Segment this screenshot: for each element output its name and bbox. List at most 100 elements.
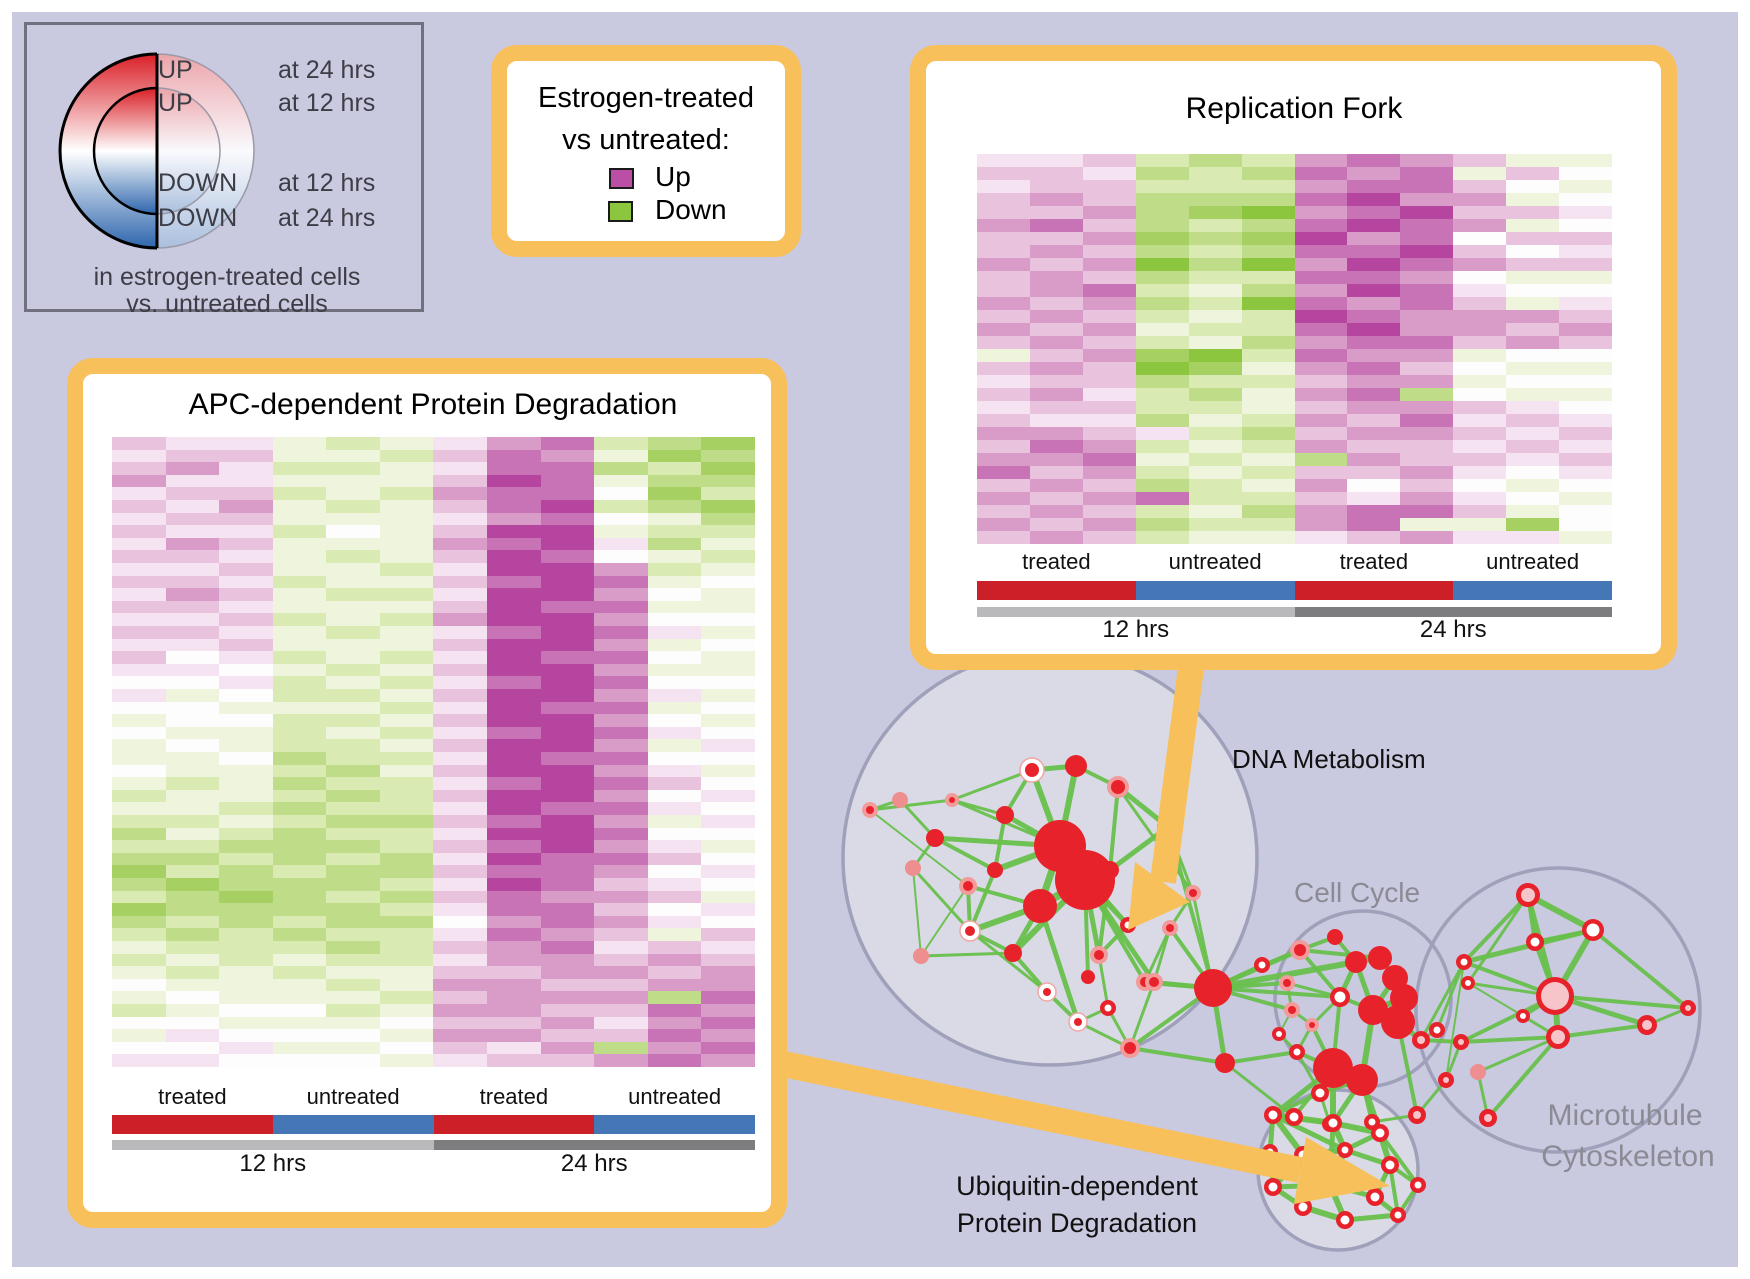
heatmap-cell [540, 1029, 595, 1042]
heatmap-cell [1294, 193, 1348, 206]
heatmap-cell [1453, 284, 1507, 297]
gene-node-rp [1408, 1106, 1426, 1124]
heatmap-cell [326, 852, 380, 866]
heatmap-cell [977, 180, 1030, 193]
heatmap-cell [977, 193, 1030, 206]
heatmap-cell [272, 865, 327, 878]
heatmap-cell [1294, 271, 1348, 284]
heatmap-cell [1241, 362, 1295, 375]
heatmap-cell [594, 550, 648, 563]
heatmap-cell [1135, 232, 1189, 245]
heatmap-cell [540, 1054, 595, 1067]
heatmap-cell [379, 865, 434, 878]
heatmap-cell [487, 651, 541, 664]
gene-node-rw [1366, 1188, 1384, 1206]
heatmap-cell [487, 941, 541, 954]
heatmap-cell [433, 563, 488, 576]
heatmap-cell [326, 941, 380, 954]
heatmap-cell [701, 563, 755, 576]
heatmap-cell [1347, 284, 1401, 297]
gene-node-s [1101, 861, 1119, 879]
heatmap-cell [1135, 466, 1189, 479]
heatmap-cell [487, 575, 541, 589]
heatmap-cell [165, 1029, 220, 1042]
heatmap-cell [1347, 349, 1401, 362]
heatmap-cell [1029, 167, 1083, 180]
heatmap-cell [1453, 167, 1507, 180]
gene-node-s [1023, 889, 1057, 923]
down-label: Down [655, 194, 727, 225]
heatmap-cell [433, 525, 488, 538]
heatmap-cell [1241, 167, 1295, 180]
heatmap-cell [1135, 167, 1189, 180]
heatmap-cell [326, 537, 380, 551]
heatmap-cell [219, 928, 273, 941]
gene-node-rp [1438, 1072, 1454, 1088]
gene-node-s [1215, 1053, 1235, 1073]
heatmap-cell [1135, 427, 1189, 440]
gene-node-s [987, 862, 1003, 878]
heatmap-cell [219, 941, 273, 954]
heatmap-cell [487, 890, 541, 904]
heatmap-cell [977, 414, 1030, 427]
heatmap-cell [1188, 349, 1242, 362]
heatmap-cell [977, 492, 1030, 505]
heatmap-cell [540, 714, 595, 727]
heatmap-cell [1082, 492, 1136, 505]
heatmap-cell [326, 512, 380, 526]
heatmap-cell [326, 575, 380, 589]
heatmap-cell [112, 928, 166, 941]
heatmap-cell [219, 437, 273, 450]
heatmap-cell [1559, 193, 1612, 206]
gene-node-pr [1185, 885, 1201, 901]
heatmap-cell [272, 1004, 327, 1017]
heatmap-cell [594, 789, 648, 803]
heatmap-cell [1347, 336, 1401, 349]
heatmap-cell [379, 689, 434, 702]
heatmap-cell [433, 676, 488, 689]
heatmap-cell [647, 512, 702, 526]
heatmap-cell [701, 714, 755, 727]
legend-up-12-time: at 12 hrs [278, 89, 376, 117]
heatmap-cell [594, 865, 648, 878]
heatmap-cell [1082, 232, 1136, 245]
heatmap-cell [1506, 284, 1560, 297]
heatmap-cell [1135, 258, 1189, 271]
heatmap-cell [1453, 310, 1507, 323]
heatmap-cell [112, 600, 166, 614]
heatmap-cell [701, 941, 755, 954]
gene-node-p [892, 792, 908, 808]
heatmap-cell [594, 840, 648, 853]
heatmap-cell [1347, 453, 1401, 466]
heatmap-cell [540, 953, 595, 967]
heatmap-cell [1029, 362, 1083, 375]
heatmap-cell [272, 802, 327, 815]
heatmap-cell [1029, 440, 1083, 453]
heatmap-cell [165, 953, 220, 967]
network-edge [1212, 986, 1341, 999]
heatmap-cell [272, 537, 327, 551]
heatmap-cell [1188, 453, 1242, 466]
heatmap-cell [1453, 479, 1507, 492]
updown-circle-diagram [58, 52, 255, 250]
network-edge [869, 798, 953, 812]
heatmap-cell [647, 1054, 702, 1067]
treated-condition-bar [1294, 581, 1454, 600]
heatmap-cell [1453, 245, 1507, 258]
heatmap-cell [487, 978, 541, 992]
heatmap-cell [326, 890, 380, 904]
gene-node-pr [1145, 973, 1163, 991]
heatmap-cell [1135, 284, 1189, 297]
heatmap-cell [487, 789, 541, 803]
heatmap-cell [219, 915, 273, 929]
heatmap-cell [379, 1041, 434, 1055]
heatmap-cell [433, 941, 488, 954]
heatmap-cell [1241, 388, 1295, 401]
network-edge [969, 929, 1048, 994]
heatmap-cell [487, 474, 541, 488]
heatmap-cell [647, 941, 702, 954]
heatmap-cell [594, 1041, 648, 1055]
heatmap-cell [219, 701, 273, 715]
heatmap-cell [379, 978, 434, 992]
heatmap-cell [112, 689, 166, 702]
